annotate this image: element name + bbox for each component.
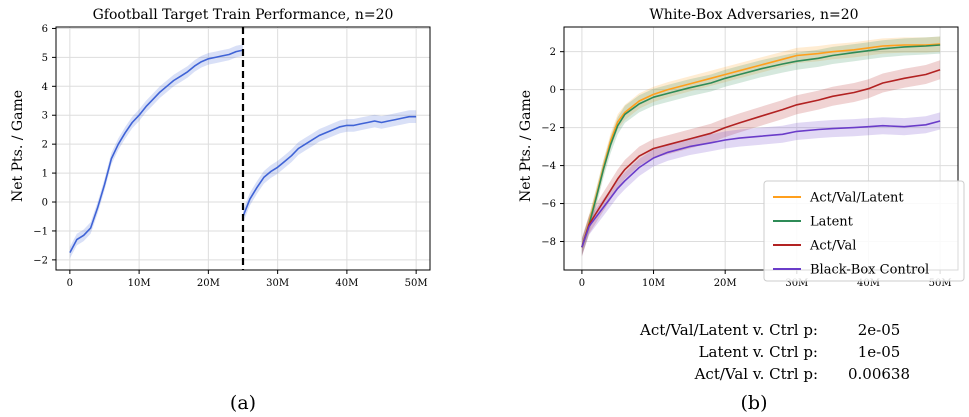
panel-b-frame [563,26,959,271]
pvalue-label: Act/Val/Latent v. Ctrl p: [639,321,818,339]
x-tick-label: 20M [714,278,737,289]
panel-b-bands [581,36,941,257]
series-band [581,36,941,256]
y-tick-label: 0 [42,198,48,209]
legend-label: Black-Box Control [810,263,929,278]
panel-a-xticks: 0 10M 20M 30M 40M 50M [67,270,428,289]
x-tick-label: 0 [67,278,73,289]
x-tick-label: 20M [197,278,220,289]
panel-b-caption: (b) [741,392,768,414]
panel-b-lines [581,43,941,248]
series-band [581,36,941,255]
pvalue-table: Act/Val/Latent v. Ctrl p: 2e-05 Latent v… [639,321,910,383]
y-tick-label: 2 [42,140,48,151]
panel-a-yticks: −2 −1 0 1 2 3 4 5 6 [33,24,56,266]
y-tick-label: 4 [42,82,48,93]
y-tick-label: −1 [33,226,48,237]
panel-a: 0 10M 20M 30M 40M 50M −2 −1 0 1 2 3 4 5 6 Gfootball T… [10,7,431,414]
y-tick-label: −2 [541,123,556,134]
series-band [581,112,941,256]
y-tick-label: −2 [33,255,48,266]
x-tick-label: 50M [405,278,428,289]
x-tick-label: 30M [785,278,808,289]
legend: Act/Val/Latent Latent Act/Val Black-Box Con… [763,180,965,282]
y-tick-label: 3 [42,111,48,122]
legend-items: Act/Val/Latent Latent Act/Val Black-Box Con… [773,191,929,278]
x-tick-label: 40M [857,278,880,289]
panel-a-frame [55,26,431,271]
x-tick-label: 30M [266,278,289,289]
legend-box [763,180,965,282]
panel-b-yticks: −8 −6 −4 −2 0 2 [541,47,564,248]
panel-a-caption: (a) [230,392,256,414]
x-tick-label: 40M [335,278,358,289]
y-tick-label: −6 [541,199,556,210]
y-tick-label: −8 [541,237,556,248]
series-line [581,44,941,248]
y-tick-label: 1 [42,169,48,180]
x-tick-label: 10M [642,278,665,289]
y-tick-label: 0 [550,85,556,96]
series-band [243,110,417,223]
legend-label: Act/Val [809,239,856,254]
series-line [581,68,941,248]
y-tick-label: −4 [541,161,556,172]
series-line [242,115,417,217]
series-line [581,43,941,248]
legend-label: Latent [810,215,854,230]
pvalue-value: 2e-05 [858,321,901,339]
y-tick-label: 5 [42,53,48,64]
panel-b-title: White-Box Adversaries, n=20 [649,7,858,23]
y-tick-label: 2 [550,47,556,58]
panel-b: 0 10M 20M 30M 40M 50M −8 −6 −4 −2 0 2 White-Box Ad… [518,7,965,414]
x-tick-label: 0 [579,278,585,289]
pvalue-value: 1e-05 [858,343,901,361]
x-tick-label: 50M [929,278,952,289]
series-line [581,120,941,248]
pvalue-label: Latent v. Ctrl p: [699,343,818,361]
panel-b-ylabel: Net Pts. / Game [518,90,534,202]
panel-a-title: Gfootball Target Train Performance, n=20 [93,7,394,23]
pvalue-value: 0.00638 [848,365,910,383]
series-band [581,60,941,257]
panel-a-lines [69,49,417,253]
x-tick-label: 10M [128,278,151,289]
series-band [69,44,244,259]
legend-label: Act/Val/Latent [809,191,904,206]
panel-a-ylabel: Net Pts. / Game [10,90,26,202]
series-line [69,49,244,253]
pvalue-label: Act/Val v. Ctrl p: [694,365,818,383]
y-tick-label: 6 [42,24,48,35]
